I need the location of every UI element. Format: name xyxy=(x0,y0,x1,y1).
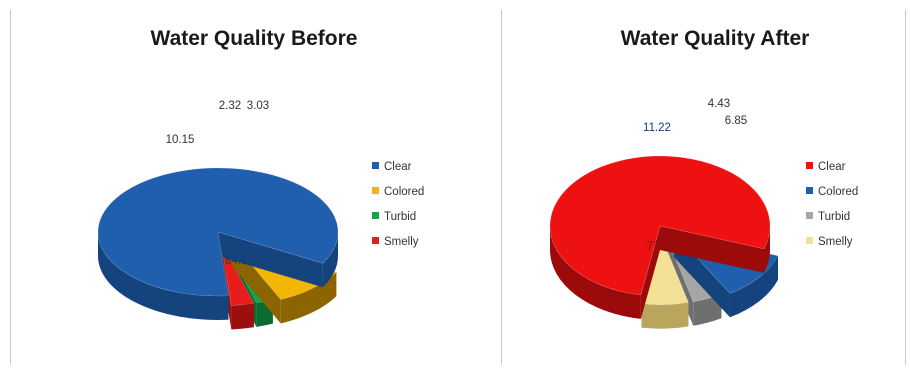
legend-label: Colored xyxy=(818,186,858,198)
legend-item-smelly: Smelly xyxy=(806,236,853,248)
legend-item-turbid: Turbid xyxy=(372,211,416,223)
slice-clear-rim-1 xyxy=(764,226,770,273)
slice-smelly-rim-0 xyxy=(641,302,689,329)
legend-item-clear: Clear xyxy=(806,161,846,173)
chart-after-title: Water Quality After xyxy=(621,27,810,50)
chart-after-slices xyxy=(549,155,779,329)
slice-clear-top xyxy=(97,167,339,297)
legend-item-colored: Colored xyxy=(806,186,858,198)
chart-before-title: Water Quality Before xyxy=(151,27,358,50)
legend-swatch xyxy=(806,237,813,244)
chart-after-data-labels: 77.5 11.22 4.43 6.85 xyxy=(643,98,747,253)
data-label-turbid: 4.43 xyxy=(708,98,730,110)
data-label-colored: 11.22 xyxy=(643,122,671,134)
legend-swatch xyxy=(372,187,379,194)
slice-turbid-rim-0 xyxy=(693,294,722,326)
legend-swatch xyxy=(806,162,813,169)
data-label-clear: 77.5 xyxy=(647,241,669,253)
legend-item-colored: Colored xyxy=(372,186,424,198)
panel-divider xyxy=(501,10,502,365)
slice-clear-rim-0 xyxy=(550,226,641,319)
left-panel-border xyxy=(10,10,11,365)
legend-swatch xyxy=(372,237,379,244)
legend-item-turbid: Turbid xyxy=(806,211,850,223)
data-label-turbid: 2.32 xyxy=(219,100,241,112)
slice-clear-wall-1 xyxy=(660,226,765,273)
chart-before: Water Quality Before 84.5 10.15 2.32 3.03 C… xyxy=(97,27,424,330)
slice-clear-top xyxy=(549,155,771,296)
data-label-smelly: 6.85 xyxy=(725,115,747,127)
legend-label: Clear xyxy=(818,161,846,173)
slice-clear-wall-1 xyxy=(218,232,323,288)
legend-swatch xyxy=(372,162,379,169)
legend-label: Turbid xyxy=(818,211,850,223)
slice-smelly-rim-0 xyxy=(231,303,254,330)
data-label-smelly: 3.03 xyxy=(247,100,269,112)
legend-item-clear: Clear xyxy=(372,161,412,173)
data-label-clear: 84.5 xyxy=(225,255,247,267)
slice-clear-rim-0 xyxy=(98,232,229,321)
slice-colored-rim-0 xyxy=(729,255,778,318)
slice-clear-rim-1 xyxy=(322,232,338,288)
legend-label: Clear xyxy=(384,161,412,173)
legend-label: Smelly xyxy=(384,236,419,248)
chart-after: Water Quality After 77.5 11.22 4.43 6.85 Cl… xyxy=(549,27,858,329)
legend-swatch xyxy=(806,187,813,194)
chart-before-slices xyxy=(97,167,339,330)
legend-swatch xyxy=(806,212,813,219)
legend-label: Smelly xyxy=(818,236,853,248)
slice-clear-wall-0 xyxy=(640,226,660,319)
legend-label: Colored xyxy=(384,186,424,198)
legend-swatch xyxy=(372,212,379,219)
data-label-colored: 10.15 xyxy=(166,134,195,146)
chart-before-data-labels: 84.5 10.15 2.32 3.03 xyxy=(166,100,270,267)
chart-after-legend: Clear Colored Turbid Smelly xyxy=(806,161,858,248)
legend-label: Turbid xyxy=(384,211,416,223)
slice-clear xyxy=(97,167,339,321)
legend-item-smelly: Smelly xyxy=(372,236,419,248)
right-panel-border xyxy=(905,10,906,365)
slice-clear xyxy=(549,155,771,319)
chart-before-legend: Clear Colored Turbid Smelly xyxy=(372,161,424,248)
